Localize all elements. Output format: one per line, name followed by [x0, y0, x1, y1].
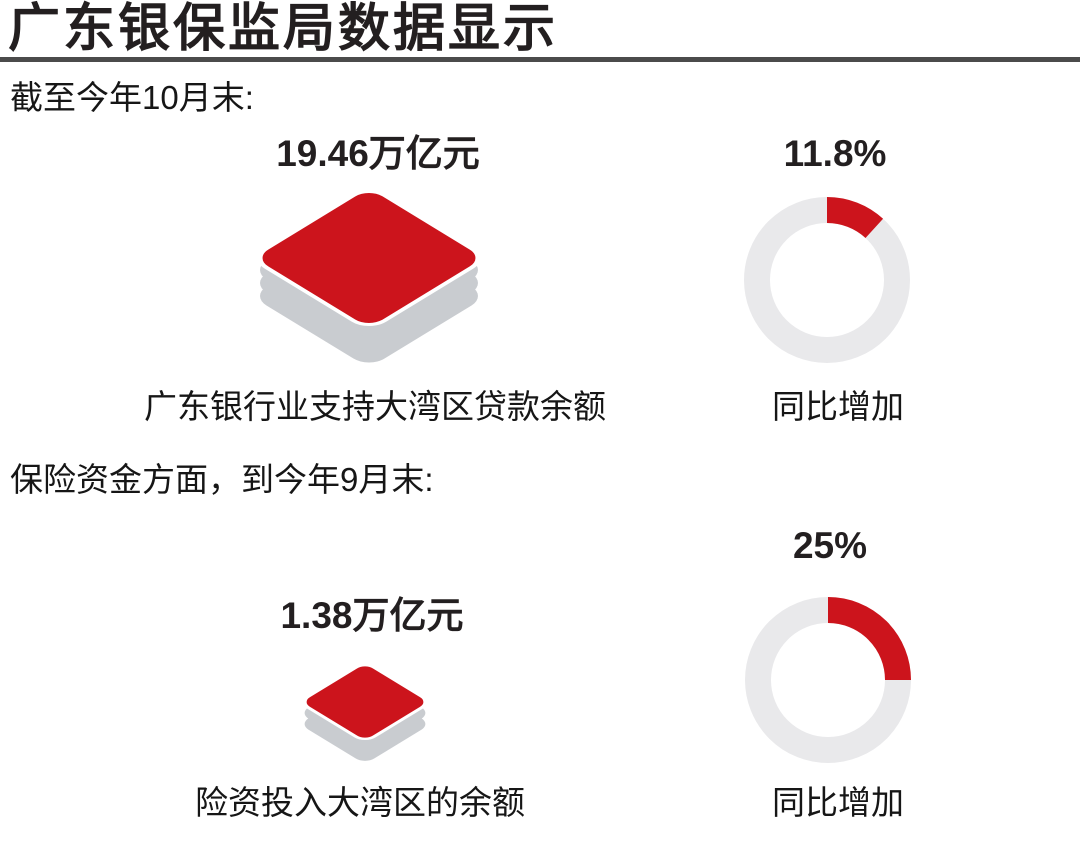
page-title: 广东银保监局数据显示: [8, 0, 559, 58]
loan-growth-label: 同比增加: [772, 388, 904, 425]
isometric-tile-large-icon: [257, 190, 481, 363]
loan-growth-donut-chart: [743, 196, 911, 364]
insurance-growth-label: 同比增加: [772, 784, 904, 821]
donut-value-arc: [744, 197, 910, 363]
insurance-growth-percent: 25%: [792, 525, 868, 566]
donut-value-arc: [745, 597, 911, 763]
insurance-balance-tile-icon: [297, 660, 433, 770]
donut-chart-1: [744, 197, 910, 363]
insurance-growth-donut-chart: [744, 596, 912, 764]
insurance-balance-label: 险资投入大湾区的余额: [195, 784, 525, 821]
loan-balance-tile-icon: [249, 184, 489, 376]
loan-balance-label: 广东银行业支持大湾区贷款余额: [144, 388, 606, 425]
donut-track: [744, 197, 910, 363]
title-underline-rule: [0, 57, 1080, 62]
isometric-tile-small-icon: [302, 663, 428, 761]
loan-balance-value: 19.46万亿元: [276, 133, 480, 174]
loan-growth-percent: 11.8%: [783, 133, 887, 174]
section2-intro: 保险资金方面，到今年9月末:: [10, 461, 434, 498]
section1-intro: 截至今年10月末:: [10, 79, 254, 116]
insurance-balance-value: 1.38万亿元: [280, 595, 464, 636]
donut-chart-2: [745, 597, 911, 763]
